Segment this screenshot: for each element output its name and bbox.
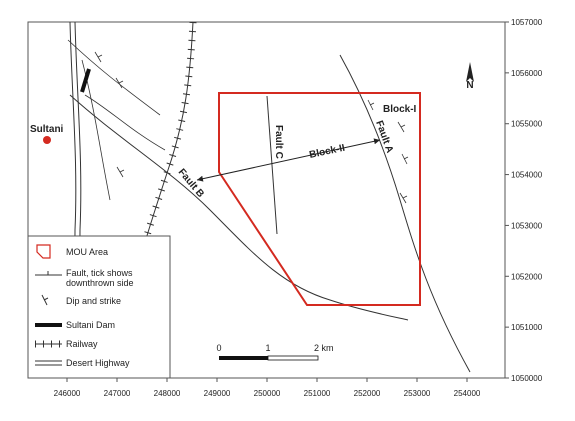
- railway: [139, 21, 194, 261]
- x-tick-label: 246000: [54, 389, 81, 398]
- legend-entry: Fault, tick shows downthrown side: [66, 268, 134, 288]
- fault-a: [339, 54, 471, 373]
- fault-label: Fault A: [373, 119, 395, 154]
- north-arrow: [466, 62, 474, 82]
- fault-c: [266, 95, 278, 235]
- scale-label: 1: [265, 343, 270, 353]
- fault: [67, 39, 161, 116]
- y-tick-label: 1053000: [511, 221, 543, 230]
- legend-entry: Railway: [66, 339, 98, 349]
- highway: [69, 21, 77, 379]
- block-arrow: [196, 138, 381, 182]
- railway-ticks: [136, 21, 197, 261]
- sultani-point: [43, 136, 51, 144]
- legend-entry: Desert Highway: [66, 358, 130, 368]
- legend-box: [27, 235, 171, 379]
- y-tick-label: 1057000: [511, 18, 543, 27]
- x-tick-label: 250000: [254, 389, 281, 398]
- place-label: Sultani: [30, 124, 64, 135]
- scale-bar: [219, 356, 268, 360]
- y-tick-label: 1054000: [511, 171, 543, 180]
- fault: [84, 94, 166, 151]
- x-tick-label: 248000: [154, 389, 181, 398]
- legend-symbol: [36, 244, 51, 259]
- dip-strike: [94, 51, 409, 204]
- x-tick-label: 254000: [454, 389, 481, 398]
- north-label: N: [466, 80, 473, 91]
- x-tick-label: 251000: [304, 389, 331, 398]
- legend-entry: Sultani Dam: [66, 320, 116, 330]
- sultani-dam: [80, 68, 91, 93]
- y-tick-label: 1050000: [511, 374, 543, 383]
- fault-label: Fault C: [273, 125, 284, 159]
- scale-label: 0: [216, 343, 221, 353]
- fault-b: [69, 94, 409, 321]
- x-tick-label: 253000: [404, 389, 431, 398]
- y-tick-label: 1056000: [511, 69, 543, 78]
- scale-bar: [267, 355, 319, 361]
- legend-symbol: [43, 297, 49, 301]
- x-tick-label: 247000: [104, 389, 131, 398]
- legend-entry: MOU Area: [66, 247, 109, 257]
- block-label: Block-I: [383, 104, 417, 115]
- scale-label: 2 km: [314, 343, 334, 353]
- x-tick-label: 252000: [354, 389, 381, 398]
- legend-entry: Dip and strike: [66, 296, 122, 306]
- y-tick-label: 1051000: [511, 323, 543, 332]
- mou-area: [218, 92, 421, 306]
- y-tick-label: 1052000: [511, 272, 543, 281]
- highway: [74, 21, 82, 379]
- y-tick-label: 1055000: [511, 120, 543, 129]
- x-tick-label: 249000: [204, 389, 231, 398]
- block-label: Block-II: [308, 143, 346, 161]
